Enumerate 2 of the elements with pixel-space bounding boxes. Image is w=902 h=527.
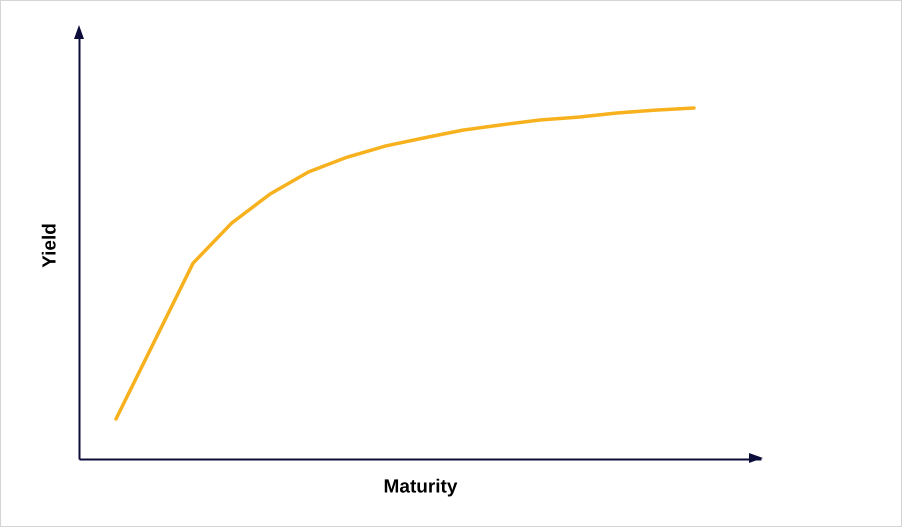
x-axis-title: Maturity bbox=[384, 476, 458, 498]
y-axis-title: Yield bbox=[40, 223, 60, 268]
